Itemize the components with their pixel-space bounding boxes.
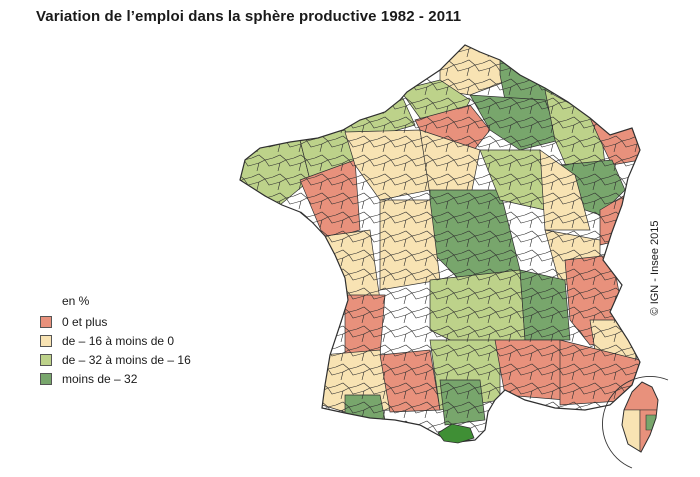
legend-unit: en % bbox=[62, 294, 90, 308]
highlighted-zone bbox=[437, 423, 475, 444]
legend-label: 0 et plus bbox=[62, 315, 108, 329]
france-outline bbox=[239, 44, 641, 443]
legend-item: de – 32 à moins de – 16 bbox=[40, 351, 191, 369]
map-title: Variation de l’emploi dans la sphère pro… bbox=[36, 8, 462, 25]
corsica-outline bbox=[621, 381, 659, 453]
corsica-inset-frame bbox=[602, 376, 669, 469]
legend-item: de – 16 à moins de 0 bbox=[40, 332, 191, 350]
legend-swatch bbox=[40, 373, 52, 385]
legend-swatch bbox=[40, 354, 52, 366]
legend-swatch bbox=[40, 335, 52, 347]
zone-boundaries bbox=[240, 45, 640, 442]
legend-label: de – 32 à moins de – 16 bbox=[62, 353, 191, 367]
legend-item: 0 et plus bbox=[40, 313, 191, 331]
credit-text: © IGN - Insee 2015 bbox=[649, 220, 661, 316]
legend-item: moins de – 32 bbox=[40, 370, 191, 388]
legend-label: de – 16 à moins de 0 bbox=[62, 334, 175, 348]
legend-swatch bbox=[40, 316, 52, 328]
legend: en % 0 et plus de – 16 à moins de 0 de –… bbox=[40, 294, 191, 389]
legend-label: moins de – 32 bbox=[62, 372, 138, 386]
